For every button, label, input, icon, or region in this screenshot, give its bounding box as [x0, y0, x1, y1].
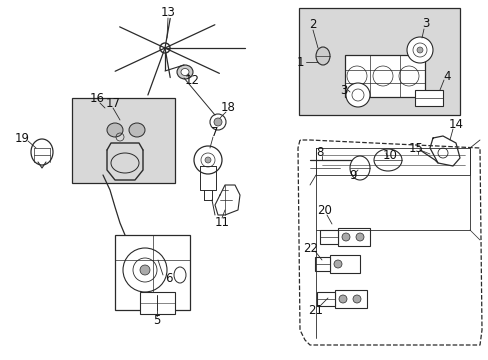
Ellipse shape	[315, 47, 329, 65]
Text: 22: 22	[303, 242, 318, 255]
Ellipse shape	[31, 139, 53, 165]
Ellipse shape	[214, 118, 222, 126]
Bar	[414, 90, 442, 106]
Ellipse shape	[160, 43, 170, 53]
Ellipse shape	[333, 260, 341, 268]
Ellipse shape	[204, 157, 210, 163]
Ellipse shape	[406, 37, 432, 63]
Text: 21: 21	[308, 303, 323, 316]
Ellipse shape	[209, 114, 225, 130]
Text: 4: 4	[442, 69, 450, 82]
Bar	[316, 292, 334, 306]
Text: 11: 11	[214, 216, 229, 229]
Text: 3: 3	[340, 84, 347, 96]
Ellipse shape	[174, 267, 185, 283]
Text: 7: 7	[211, 126, 218, 139]
Text: 15: 15	[408, 141, 423, 154]
Bar	[72, 98, 175, 183]
Text: 18: 18	[220, 100, 235, 113]
Ellipse shape	[107, 123, 123, 137]
Bar	[298, 8, 459, 115]
Ellipse shape	[140, 265, 150, 275]
Bar	[329, 255, 359, 273]
Bar	[115, 235, 190, 310]
Text: 5: 5	[153, 314, 161, 327]
Ellipse shape	[346, 83, 369, 107]
Text: 6: 6	[165, 271, 172, 284]
Ellipse shape	[355, 233, 363, 241]
Text: 3: 3	[422, 17, 429, 30]
Bar	[314, 257, 329, 271]
Bar	[140, 292, 175, 314]
Ellipse shape	[373, 149, 401, 171]
Text: 8: 8	[316, 145, 323, 158]
Text: 13: 13	[160, 5, 175, 18]
Ellipse shape	[129, 123, 145, 137]
Bar	[337, 228, 369, 246]
Ellipse shape	[123, 248, 167, 292]
Text: 9: 9	[348, 168, 356, 181]
Text: 16: 16	[89, 91, 104, 104]
Bar	[319, 230, 337, 244]
Text: 1: 1	[296, 55, 303, 68]
Bar	[345, 55, 424, 97]
Ellipse shape	[352, 295, 360, 303]
Text: 19: 19	[15, 131, 29, 144]
Ellipse shape	[416, 47, 422, 53]
Text: 12: 12	[184, 73, 199, 86]
Ellipse shape	[338, 295, 346, 303]
Ellipse shape	[181, 68, 189, 76]
Text: 17: 17	[105, 96, 120, 109]
Text: 14: 14	[447, 117, 463, 131]
Text: 10: 10	[382, 149, 397, 162]
Text: 20: 20	[317, 203, 332, 216]
Ellipse shape	[177, 65, 193, 79]
Ellipse shape	[349, 156, 369, 180]
Ellipse shape	[194, 146, 222, 174]
Text: 2: 2	[308, 18, 316, 31]
Bar	[334, 290, 366, 308]
Ellipse shape	[341, 233, 349, 241]
